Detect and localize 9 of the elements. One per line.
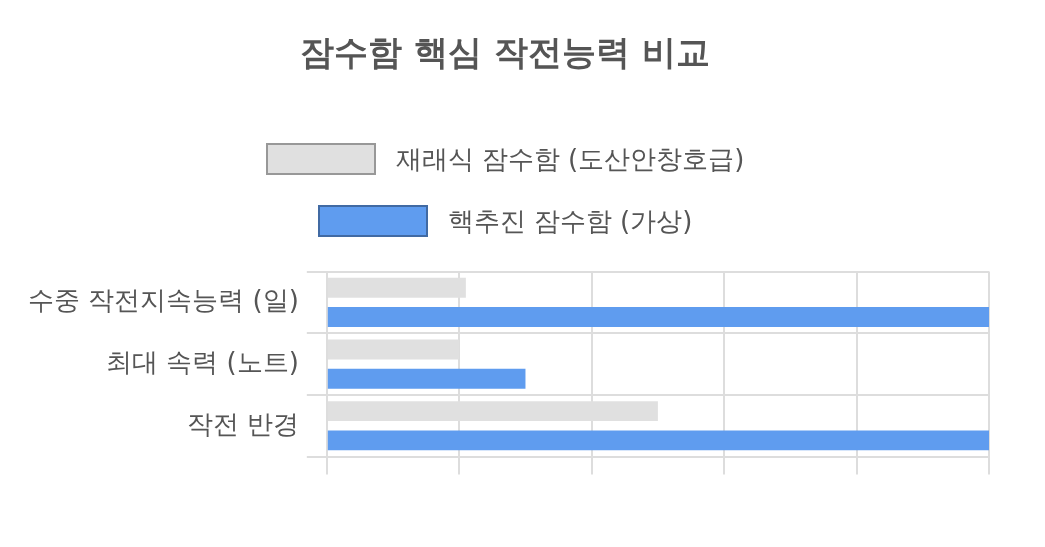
bar: [327, 368, 526, 389]
legend-label: 핵추진 잠수함 (가상): [447, 204, 693, 238]
y-tick-label: 수중 작전지속능력 (일): [27, 285, 299, 316]
y-tick-label: 작전 반경: [186, 408, 299, 439]
bar: [327, 307, 989, 328]
legend-label: 재래식 잠수함 (도산안창호급): [395, 142, 745, 176]
chart-title: 잠수함 핵심 작전능력 비교: [299, 31, 711, 74]
bar: [327, 430, 989, 451]
y-tick-label: 최대 속력 (노트): [105, 346, 299, 377]
